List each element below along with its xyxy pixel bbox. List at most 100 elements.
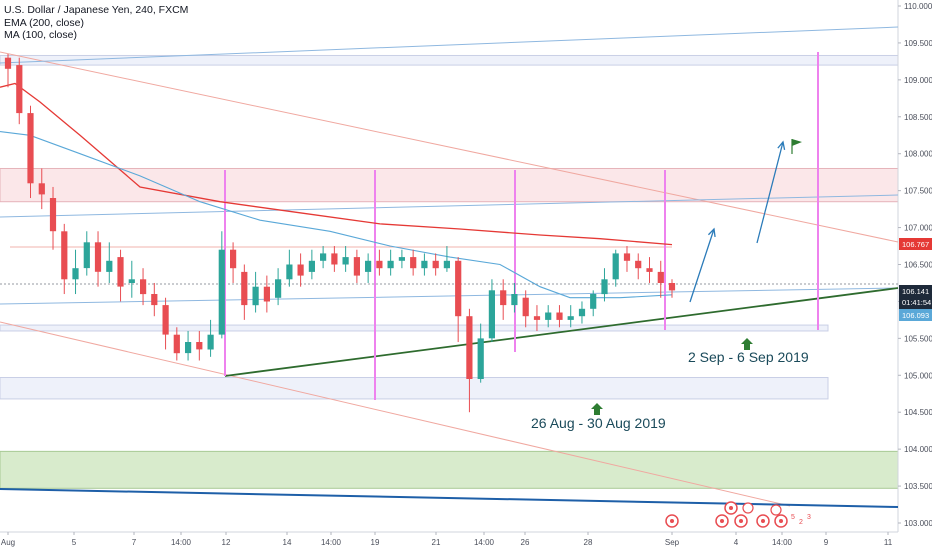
price-tick-label: 104.500 (904, 408, 932, 417)
candle-body (477, 338, 484, 379)
event-icon-1 (665, 514, 679, 528)
zone-5 (0, 450, 899, 489)
countdown-text: 01:41:54 (902, 298, 931, 307)
candle-body (196, 342, 203, 350)
event-icon-6 (774, 514, 788, 528)
time-tick-label: 14:00 (474, 538, 495, 547)
time-tick-label: 14:00 (772, 538, 793, 547)
last-price-badge-text: 106.141 (902, 287, 929, 296)
zone-2 (0, 167, 899, 203)
event-count-3: 3 (807, 514, 811, 521)
candle-body (432, 260, 439, 269)
time-tick-label: 7 (132, 538, 137, 547)
price-tick-label: 109.500 (904, 39, 932, 48)
candle-body (590, 294, 597, 309)
legend-ma[interactable]: MA (100, close) (4, 29, 77, 41)
candle-body (320, 253, 327, 261)
time-tick-label: 5 (72, 538, 77, 547)
time-scale[interactable]: Aug 5 7 14:00 12 14 14:00 19 21 14:00 26 28 Sep 4 14:0… (1, 532, 893, 547)
chart-legend: U.S. Dollar / Japanese Yen, 240, FXCM EM… (4, 4, 188, 42)
candle-body (61, 231, 68, 280)
week-separator-lines (224, 52, 819, 400)
time-tick-label: Aug (1, 538, 15, 547)
projection-arrow-1-head (707, 227, 716, 238)
candle-body (308, 260, 315, 272)
candle-body (578, 308, 586, 317)
time-tick-label: 14:00 (171, 538, 192, 547)
candle-body (117, 257, 124, 287)
time-tick-label: 4 (734, 538, 739, 547)
candle-body (173, 334, 180, 354)
price-tick-label: 103.500 (904, 482, 932, 491)
candle-body (331, 253, 338, 265)
projection-arrow-2-head (777, 140, 786, 150)
candle-body (500, 290, 507, 306)
price-tick-label: 108.000 (904, 150, 932, 159)
event-icons[interactable]: 5 2 3 (665, 501, 811, 528)
candle-body (297, 264, 304, 276)
zone-1 (0, 54, 899, 66)
candle-body (421, 260, 428, 269)
candle-body (522, 297, 529, 317)
event-icon-3 (715, 514, 729, 528)
channel-upper-line (0, 51, 899, 243)
event-icon-4 (734, 514, 748, 528)
candle-body (545, 312, 552, 320)
candle-body (365, 260, 372, 272)
time-tick-label: 14:00 (321, 538, 342, 547)
annotation-week-1: 26 Aug - 30 Aug 2019 (531, 415, 666, 431)
event-icon-8 (770, 504, 782, 516)
candle-body (646, 268, 653, 272)
candle-body (207, 334, 214, 350)
time-tick-label: 14 (283, 538, 292, 547)
candle-body (466, 316, 473, 379)
candle-body (218, 249, 225, 335)
legend-symbol[interactable]: U.S. Dollar / Japanese Yen, 240, FXCM (4, 4, 189, 16)
price-tick-label: 105.000 (904, 371, 932, 380)
candle-body (162, 305, 169, 335)
bottom-blue-line (0, 488, 899, 508)
time-tick-label: 28 (584, 538, 593, 547)
candle-body (94, 242, 102, 272)
candle-body (443, 260, 450, 269)
price-tick-label: 105.500 (904, 334, 932, 343)
ema-price-badge-text: 106.767 (902, 240, 929, 249)
time-tick-label: 9 (824, 538, 829, 547)
candle-body (533, 316, 541, 320)
price-tick-label: 106.500 (904, 261, 932, 270)
candle-body (4, 57, 12, 69)
candle-body (83, 242, 90, 269)
zones-layer (0, 54, 899, 489)
legend-ema[interactable]: EMA (200, close) (4, 16, 84, 29)
ma-price-badge: 106.093 (899, 309, 932, 321)
candle-body (286, 264, 293, 280)
candle-body (38, 183, 45, 195)
time-tick-label: 19 (371, 538, 380, 547)
last-price-badge: 106.141 01:41:54 (899, 285, 932, 309)
arrows-layer (591, 139, 802, 415)
ma-price-badge-text: 106.093 (902, 311, 929, 320)
time-tick-label: 26 (521, 538, 530, 547)
candle-body (151, 294, 158, 306)
candle-body (241, 271, 248, 306)
price-tick-label: 109.000 (904, 76, 932, 85)
event-icon-5 (756, 514, 770, 528)
projection-arrow-1 (689, 228, 715, 303)
price-tick-label: 108.500 (904, 113, 932, 122)
up-arrow-icon-2 (741, 338, 753, 350)
candle-body (387, 260, 394, 269)
candle-body (488, 290, 495, 339)
price-scale[interactable]: 110.000 109.500 109.000 108.500 108.000 107.5… (898, 2, 932, 528)
ma-100-line (0, 131, 673, 299)
candle-body (376, 260, 383, 269)
grid-layer (0, 0, 899, 533)
candle-body (275, 279, 282, 298)
channel-lower-line (0, 321, 791, 507)
candle-body (106, 260, 113, 272)
annotation-week-2: 2 Sep - 6 Sep 2019 (688, 349, 809, 365)
candle-body (511, 294, 518, 306)
candle-body (263, 286, 270, 302)
candle-body (185, 342, 192, 354)
time-tick-label: 12 (222, 538, 231, 547)
